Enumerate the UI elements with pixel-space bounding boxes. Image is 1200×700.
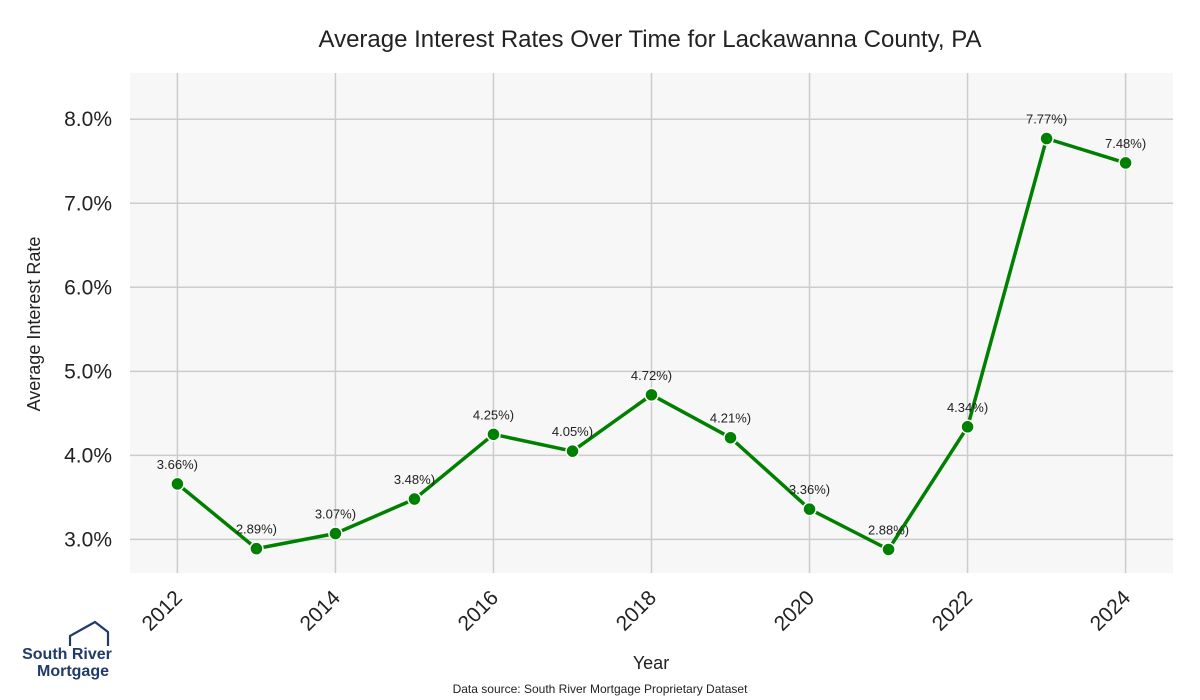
x-axis-title: Year [633,653,669,673]
data-point [1039,131,1054,146]
x-tick-label: 2022 [928,586,977,635]
data-point [170,476,185,492]
data-point [1118,155,1133,171]
x-tick-label: 2012 [138,586,187,635]
y-tick-label: 5.0% [64,360,112,383]
data-point [960,419,975,435]
y-tick-label: 4.0% [64,444,112,467]
y-tick-label: 3.0% [64,528,112,551]
company-logo: South River Mortgage [22,620,112,680]
data-label: 4.72%) [631,368,672,383]
y-tick-label: 6.0% [64,276,112,299]
data-label: 4.34%) [947,400,988,415]
data-label: 2.89%) [236,522,277,537]
data-point [802,501,817,517]
series-layer: 3.66%) 2.89%) 3.07%) 3.48%) 4.25%) 4.05%) 4.72… [157,112,1146,557]
data-label: 3.36%) [789,482,830,497]
source-note: Data source: South River Mortgage Propri… [453,682,748,696]
data-point [486,427,501,442]
y-tick-label: 8.0% [64,108,112,131]
logo-text-line1: South River [22,646,112,663]
data-point [407,491,422,507]
data-point [644,387,659,403]
y-tick-label: 7.0% [64,192,112,215]
x-tick-label: 2024 [1086,586,1136,636]
data-label: 7.48%) [1105,136,1146,151]
data-label: 7.77%) [1026,112,1067,127]
data-label: 3.66%) [157,457,198,472]
data-point [328,526,343,541]
data-label: 3.48%) [394,472,435,487]
data-point [723,430,738,445]
x-tick-label: 2018 [612,586,661,635]
x-tick-label: 2016 [454,586,503,635]
x-tick-label: 2020 [770,586,819,635]
data-label: 4.25%) [473,407,514,422]
data-point [249,541,264,556]
logo-text-line2: Mortgage [37,663,109,680]
house-outline-icon [68,620,110,646]
data-label: 2.88%) [868,522,909,537]
chart-title: Average Interest Rates Over Time for Lac… [319,26,982,53]
data-label: 4.05%) [552,424,593,439]
data-point [565,443,580,459]
data-label: 3.07%) [315,507,356,522]
y-axis-title: Average Interest Rate [24,237,44,412]
data-point [881,542,896,557]
data-label: 4.21%) [710,411,751,426]
x-tick-label: 2014 [296,586,346,636]
